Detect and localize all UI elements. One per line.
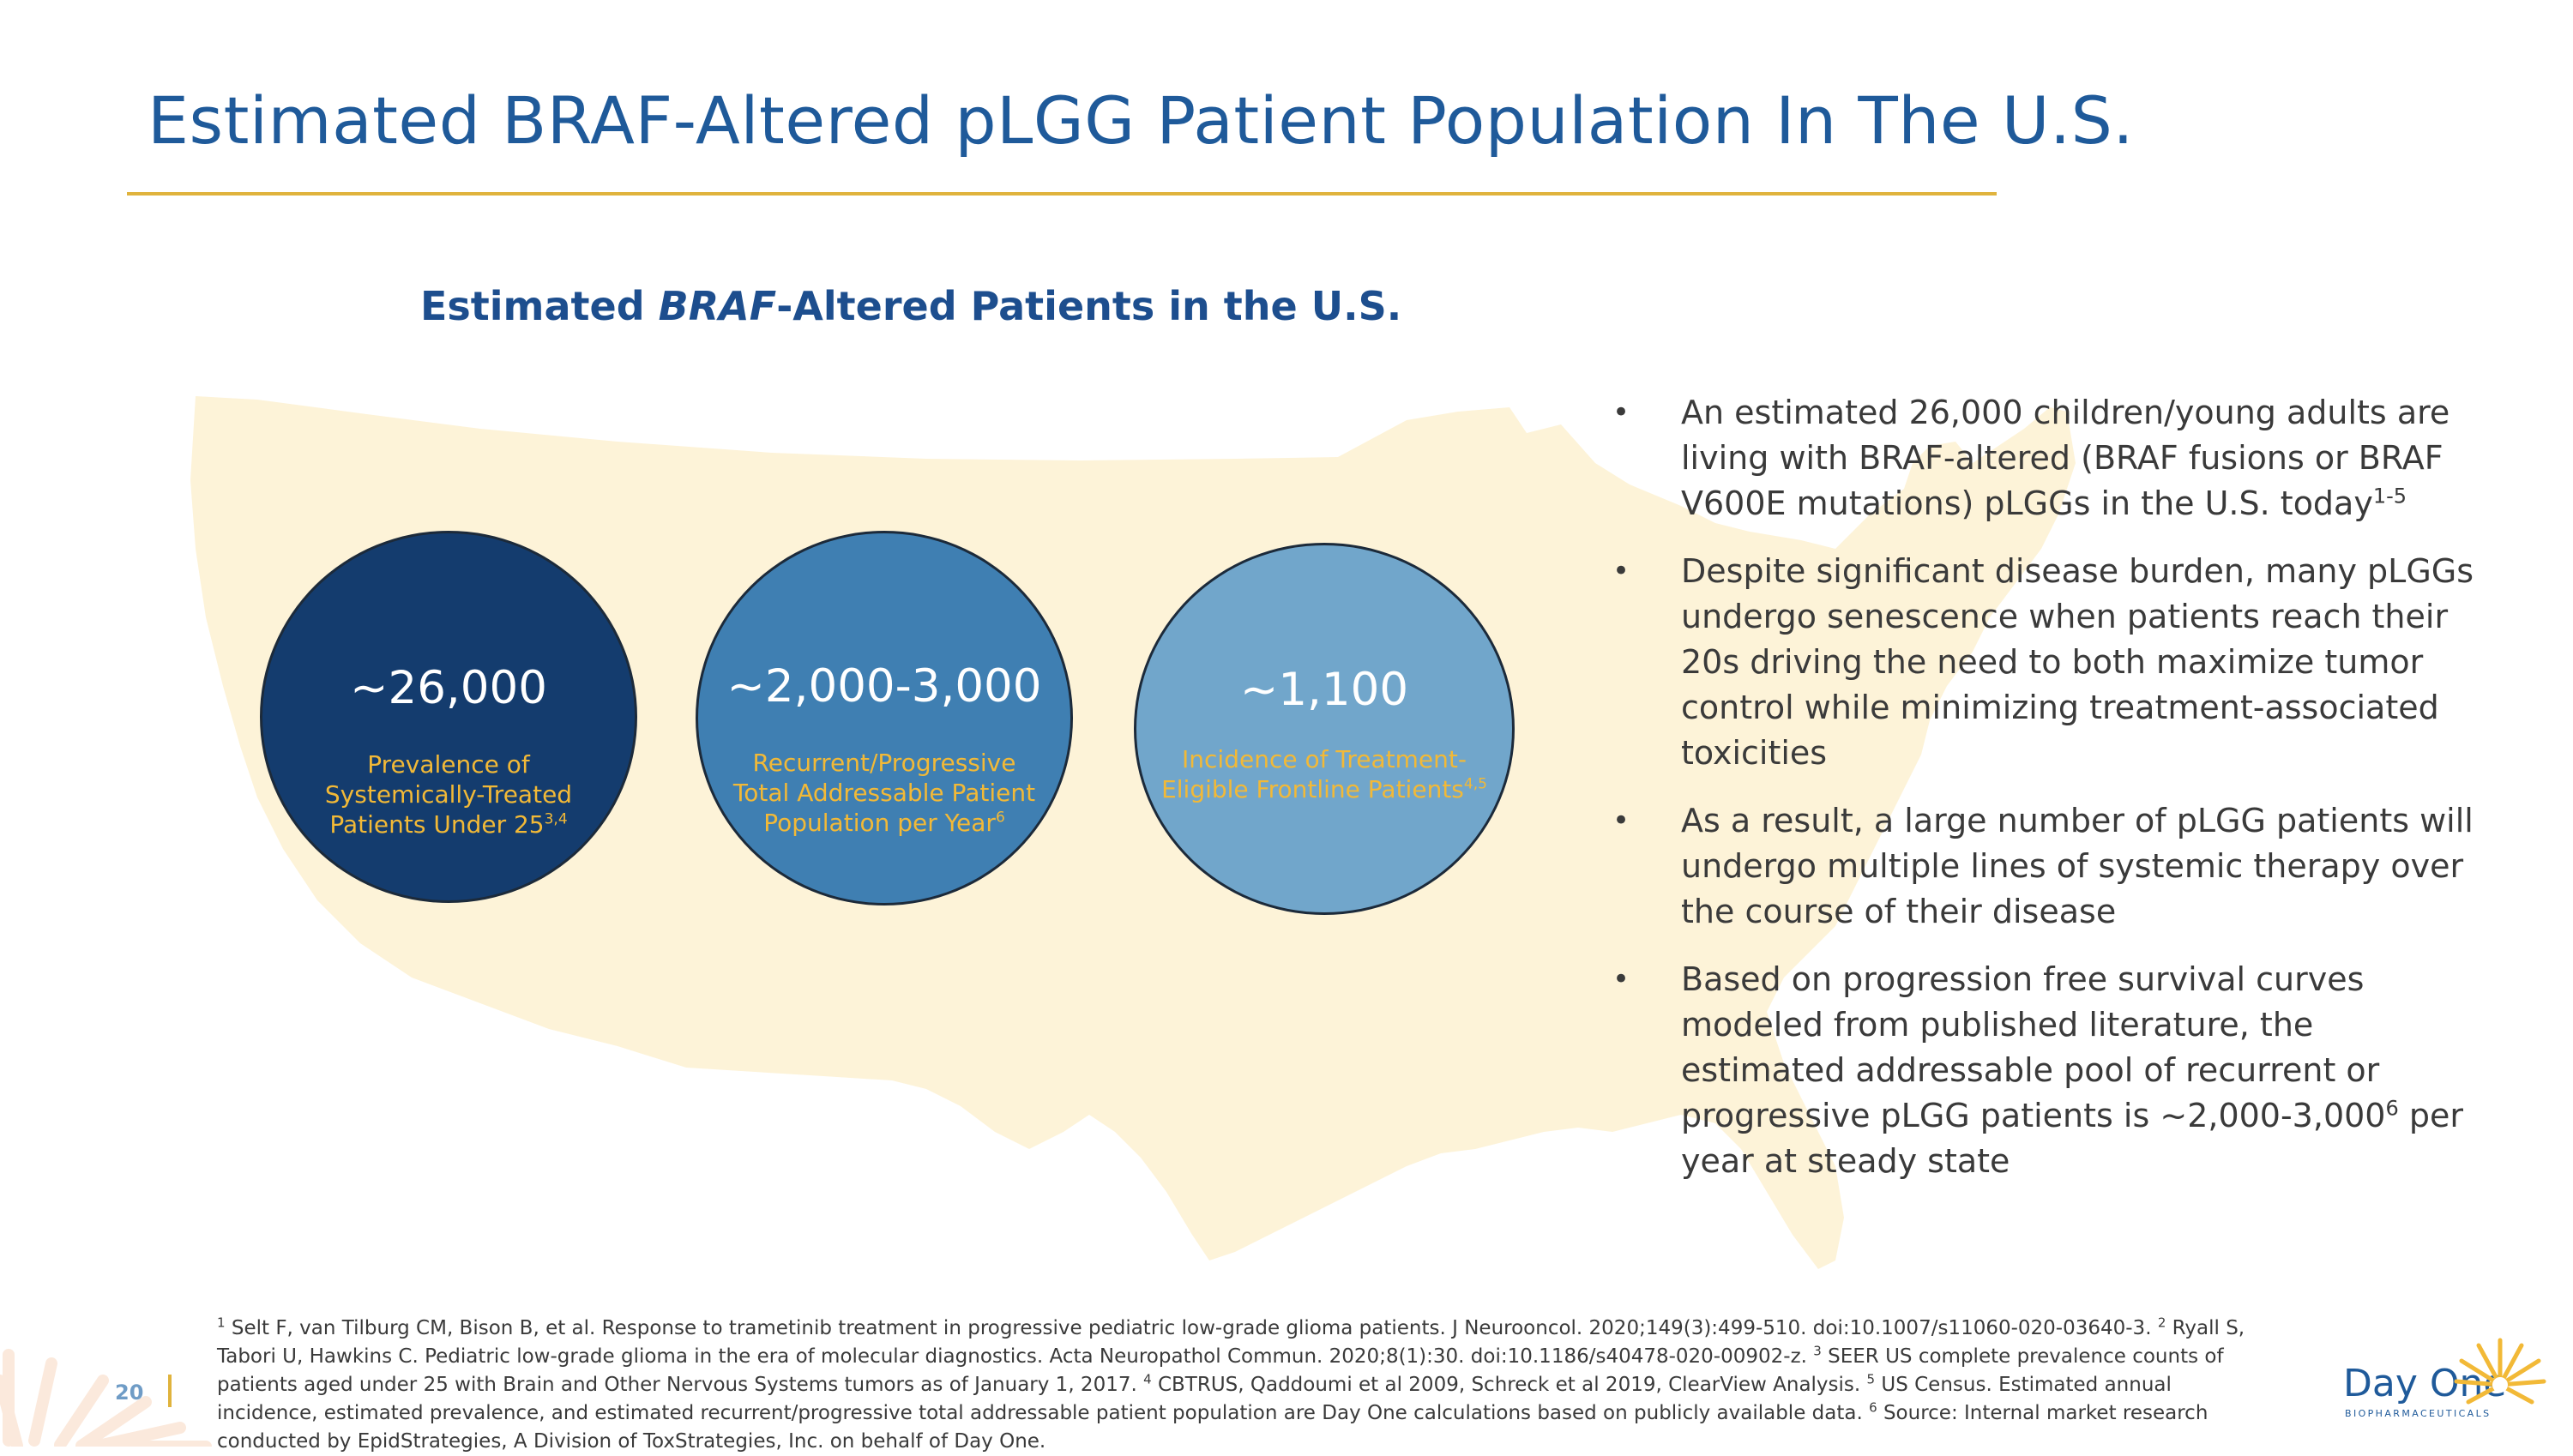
subtitle-suffix: -Altered Patients in the U.S. (776, 283, 1402, 329)
circle-desc-line: Patients Under 25 (329, 810, 545, 839)
footnote-marker: 2 (2157, 1315, 2166, 1331)
incidence-circle: ~1,100 Incidence of Treatment- Eligible … (1134, 543, 1515, 915)
slide-title: Estimated BRAF-Altered pLGG Patient Popu… (148, 82, 2135, 159)
circle-description: Recurrent/Progressive Total Addressable … (724, 748, 1045, 838)
bullet-item: • An estimated 26,000 children/young adul… (1612, 390, 2487, 526)
footnote-text: SEER US complete prevalence counts of pa… (217, 1345, 2224, 1396)
subtitle-prefix: Estimated (420, 283, 659, 329)
subtitle-gene: BRAF (658, 283, 777, 329)
circle-desc-line: Prevalence of (367, 750, 530, 779)
page-number: 20 (115, 1381, 144, 1405)
footnote-marker: 4 (1143, 1371, 1152, 1387)
bullet-item: • As a result, a large number of pLGG pat… (1612, 798, 2487, 935)
citation-superscript: 6 (995, 809, 1005, 827)
footnote-marker: 6 (1869, 1399, 1877, 1416)
bullet-dot: • (1612, 803, 1630, 838)
footnote-text: US Census. Estimated annual incidence, e… (217, 1374, 2172, 1424)
bullet-tail: per year at steady state (1681, 1097, 2463, 1180)
circle-value: ~2,000-3,000 (726, 660, 1042, 713)
footnote-marker: 1 (217, 1315, 226, 1331)
key-points-list: • An estimated 26,000 children/young adul… (1612, 390, 2487, 1206)
bullet-dot: • (1612, 962, 1630, 996)
citation-superscript: 4,5 (1463, 775, 1487, 793)
prevalence-circle: ~26,000 Prevalence of Systemically-Treat… (260, 531, 637, 903)
circle-description: Prevalence of Systemically-Treated Patie… (288, 749, 609, 839)
circle-desc-line: Population per Year (763, 809, 996, 837)
circle-desc-line: Total Addressable Patient (732, 779, 1036, 807)
bullet-text: As a result, a large number of pLGG pati… (1681, 802, 2474, 930)
footnote-text: Selt F, van Tilburg CM, Bison B, et al. … (225, 1317, 2158, 1339)
circle-value: ~1,100 (1239, 664, 1409, 716)
footnote-text: CBTRUS, Qaddoumi et al 2009, Schreck et … (1151, 1374, 1867, 1396)
sunburst-decoration-icon (0, 1349, 212, 1447)
citation-superscript: 6 (2385, 1096, 2399, 1121)
circle-value: ~26,000 (350, 662, 547, 714)
circle-description: Incidence of Treatment- Eligible Frontli… (1154, 744, 1495, 804)
footnote-marker: 5 (1866, 1371, 1876, 1387)
citation-superscript: 1-5 (2372, 484, 2407, 508)
bullet-item: • Based on progression free survival curv… (1612, 957, 2487, 1184)
bullet-dot: • (1612, 395, 1630, 430)
circle-desc-line: Incidence of Treatment- (1182, 745, 1467, 773)
title-divider (127, 192, 1997, 196)
footnote-text: Ryall S, Tabori U, Hawkins C. Pediatric … (217, 1317, 2245, 1368)
footnotes: 1 Selt F, van Tilburg CM, Bison B, et al… (217, 1315, 2275, 1456)
addressable-population-circle: ~2,000-3,000 Recurrent/Progressive Total… (696, 531, 1073, 905)
chart-subtitle: Estimated BRAF-Altered Patients in the U… (420, 283, 1401, 329)
citation-superscript: 3,4 (544, 810, 568, 828)
circle-desc-line: Recurrent/Progressive (752, 749, 1016, 777)
footnote-marker: 3 (1813, 1343, 1822, 1359)
page-number-divider (168, 1375, 172, 1407)
sun-logo-icon (2454, 1338, 2546, 1405)
circle-desc-line: Eligible Frontline Patients (1161, 775, 1464, 803)
company-logo-subtitle: BIOPHARMACEUTICALS (2345, 1408, 2492, 1419)
bullet-text: An estimated 26,000 children/young adult… (1681, 394, 2450, 522)
bullet-item: • Despite significant disease burden, man… (1612, 549, 2487, 776)
bullet-text: Based on progression free survival curve… (1681, 960, 2386, 1134)
bullet-text: Despite significant disease burden, many… (1681, 552, 2474, 772)
circle-desc-line: Systemically-Treated (324, 780, 573, 809)
bullet-dot: • (1612, 554, 1630, 588)
